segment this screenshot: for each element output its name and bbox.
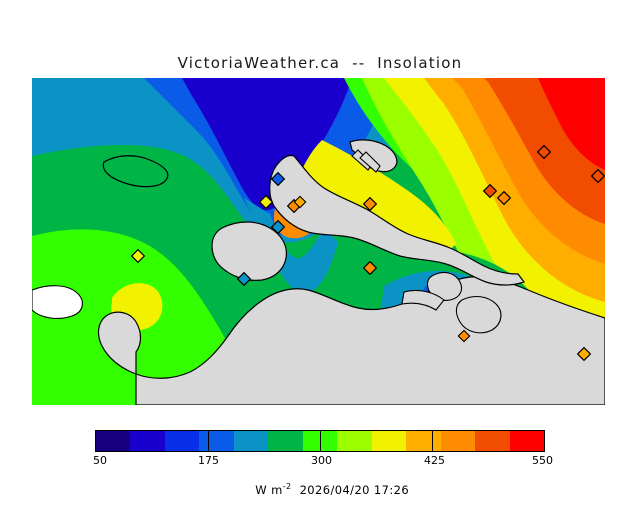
station-marker-layer [130,144,605,362]
colorbar-swatch-4 [233,431,269,451]
diamond-icon [362,196,378,212]
station-marker[interactable] [590,168,605,184]
colorbar-swatch-10 [440,431,476,451]
diamond-icon [270,219,286,235]
diamond-icon [236,271,252,287]
station-marker[interactable] [362,260,378,276]
diamond-icon [496,190,512,206]
colorbar-tick-label-3: 425 [424,454,445,467]
land-saanich-victoria [269,154,525,286]
station-marker[interactable] [130,248,146,264]
timestamp-text: 2026/04/20 17:26 [299,482,410,497]
station-marker[interactable] [258,194,274,210]
screenshot-root: VictoriaWeather.ca -- Insolation [0,54,640,497]
diamond-icon [482,183,498,199]
station-marker[interactable] [236,271,252,287]
colorbar: 50 175 300 425 550 W m-2 2026/04/20 17:2… [0,425,640,497]
map-canvas [32,78,605,405]
station-marker[interactable] [457,329,471,343]
land-inlet-finger-2 [359,151,381,173]
diamond-icon [130,248,146,264]
colorbar-swatch-11 [475,431,510,451]
colorbar-swatch-7 [337,431,372,451]
units-exponent: -2 [282,482,292,491]
station-marker[interactable] [496,190,512,206]
colorbar-tick-label-2: 300 [311,454,332,467]
colorbar-swatches [95,430,545,452]
station-marker[interactable] [270,171,286,187]
colorbar-tick-label-1: 175 [198,454,219,467]
colorbar-swatch-8 [371,431,407,451]
colorbar-units-timestamp: W m-2 2026/04/20 17:26 [0,468,640,511]
diamond-icon [270,171,286,187]
station-marker[interactable] [536,144,552,160]
diamond-icon [362,260,378,276]
land-west-shore [211,221,287,281]
colorbar-swatch-5 [268,431,303,451]
colorbar-swatch-12 [509,431,545,451]
colorbar-swatch-0 [96,431,131,451]
land-harbour-island [426,271,463,301]
page-title: VictoriaWeather.ca -- Insolation [177,54,463,72]
station-marker[interactable] [270,219,286,235]
insolation-map [32,78,605,405]
contour-band-deepblue-north [182,78,352,211]
colorbar-tick-2 [320,431,321,451]
colorbar-swatch-1 [130,431,165,451]
station-marker[interactable] [482,183,498,199]
contour-band-red-ne [538,78,605,170]
land-esquimalt [455,295,502,334]
colorbar-swatch-9 [406,431,441,451]
station-marker[interactable] [362,196,378,212]
station-marker[interactable] [576,346,592,362]
land-layer [32,139,605,405]
diamond-icon [293,195,307,209]
colorbar-tick-label-0: 50 [93,454,107,467]
diamond-icon [457,329,471,343]
diamond-icon [576,346,592,362]
contour-band-teal-tongue [244,198,338,293]
colorbar-tick-label-4: 550 [532,454,553,467]
colorbar-tick-1 [208,431,209,451]
land-inner-bay [32,285,83,319]
diamond-icon [536,144,552,160]
units-text: W m [255,482,283,497]
diamond-icon [590,168,605,184]
colorbar-swatch-3 [199,431,234,451]
land-harbour-strand [401,289,445,311]
diamond-icon [258,194,274,210]
coastline-island-outline-northwest [102,155,169,188]
colorbar-swatch-2 [164,431,200,451]
colorbar-tick-3 [432,431,433,451]
station-marker[interactable] [293,195,307,209]
